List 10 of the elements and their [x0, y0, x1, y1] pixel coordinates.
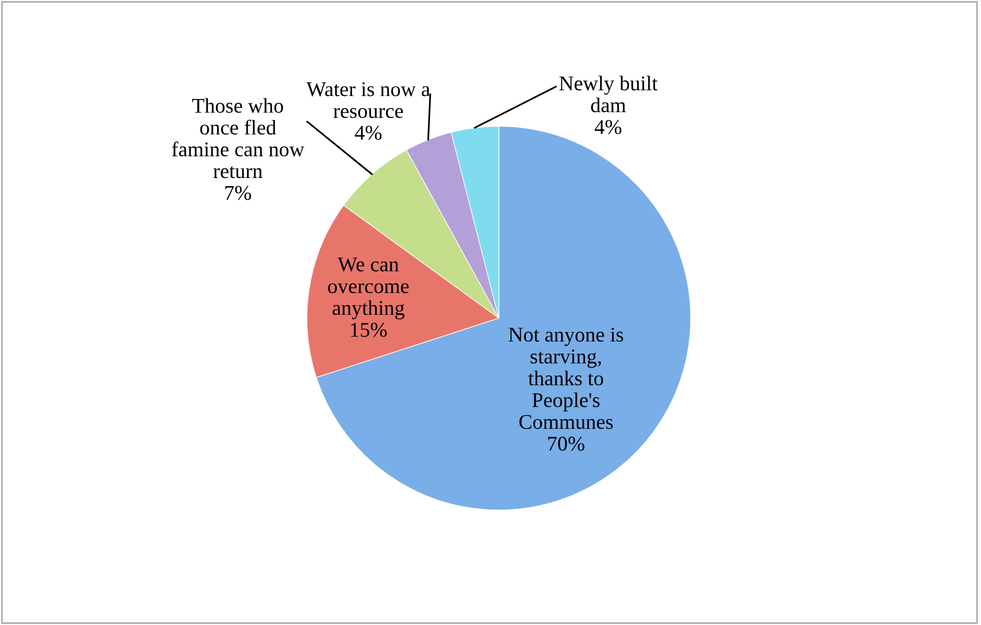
data-label: 70% [548, 436, 584, 451]
data-label: 15% [351, 322, 387, 337]
slice-label: Not anyone is starving, thanks to People's Communes [508, 328, 624, 429]
slice-label: Those who once fled famine can now return [172, 98, 304, 178]
data-label: 7% [225, 186, 252, 200]
slice-label: Newly built dam [559, 76, 658, 112]
slice-label: Water is now a resource [306, 82, 430, 118]
slice-label: We can overcome anything [328, 258, 409, 320]
data-label: 4% [594, 120, 622, 134]
data-label: 4% [354, 126, 382, 140]
